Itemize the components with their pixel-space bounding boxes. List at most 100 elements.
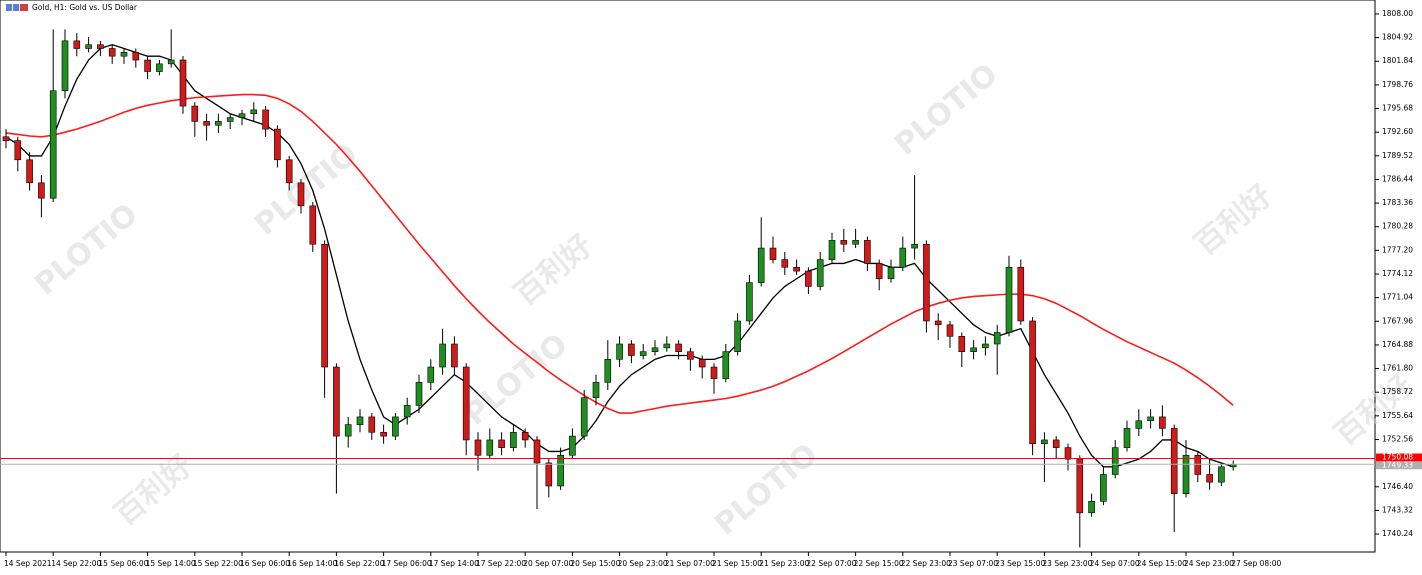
y-tick-label: 1795.68	[1382, 104, 1413, 113]
chart-title: Gold, H1: Gold vs. US Dollar	[32, 3, 138, 12]
y-tick-label: 1798.76	[1382, 80, 1413, 89]
x-tick-label: 24 Sep 23:00	[1184, 559, 1234, 568]
candle-body	[285, 159, 293, 184]
price-tag	[1376, 461, 1422, 470]
price-tag-label: 1749.33	[1382, 460, 1413, 469]
x-tick-label: 21 Sep 23:00	[759, 559, 809, 568]
y-tick-label: 1780.28	[1382, 222, 1413, 231]
y-tick-label: 1774.12	[1382, 269, 1413, 278]
candle-body	[1029, 320, 1036, 445]
candle-body	[1064, 447, 1072, 460]
icon	[6, 4, 12, 11]
candle-body	[899, 247, 907, 268]
plot-frame	[0, 0, 1376, 553]
candle-body	[226, 117, 234, 122]
candle-body	[1111, 447, 1119, 475]
x-tick-label: 15 Sep 06:00	[98, 559, 148, 568]
candle-body	[97, 44, 104, 49]
candle-body	[651, 347, 659, 352]
candle-body	[14, 140, 22, 161]
x-tick-label: 16 Sep 14:00	[287, 559, 337, 568]
candle-body	[616, 343, 623, 360]
candle-body	[203, 121, 210, 126]
candle-body	[1170, 428, 1178, 494]
candle-body	[1100, 474, 1107, 502]
candle-body	[1076, 458, 1084, 514]
candle-body	[26, 159, 33, 184]
candle-body	[687, 351, 694, 360]
candle-body	[1088, 501, 1095, 514]
candle-body	[403, 405, 411, 418]
x-tick-label: 17 Sep 06:00	[382, 559, 432, 568]
candle-body	[474, 439, 482, 456]
y-tick-label: 1792.60	[1382, 127, 1413, 136]
candle-body	[1005, 266, 1013, 333]
x-tick-label: 15 Sep 22:00	[193, 559, 243, 568]
candle-body	[769, 247, 777, 260]
candle-body	[297, 182, 305, 207]
x-tick-label: 24 Sep 07:00	[1090, 559, 1140, 568]
candle-body	[380, 431, 387, 437]
candle-body	[592, 382, 600, 399]
candle-body	[144, 59, 151, 72]
candle-body	[911, 243, 918, 249]
y-tick-label: 1804.92	[1382, 33, 1413, 42]
candle-body	[1135, 420, 1143, 429]
candle-body	[321, 243, 328, 368]
y-tick-label: 1752.56	[1382, 434, 1413, 443]
y-tick-label: 1740.24	[1382, 529, 1413, 538]
candle-body	[840, 240, 848, 245]
x-tick-label: 15 Sep 14:00	[146, 559, 196, 568]
candle-body	[533, 439, 541, 464]
candle-body	[344, 424, 352, 437]
x-tick-label: 20 Sep 15:00	[570, 559, 620, 568]
candle-body	[816, 259, 824, 287]
candle-body	[781, 259, 789, 268]
candle-body	[1218, 466, 1225, 483]
candle-body	[1041, 439, 1048, 445]
x-tick-label: 14 Sep 22:00	[51, 559, 101, 568]
candle-body	[675, 343, 682, 352]
candle-body	[238, 113, 246, 118]
candle-body	[108, 48, 116, 57]
candle-body	[333, 366, 340, 437]
candle-body	[38, 182, 45, 199]
x-tick-label: 22 Sep 15:00	[854, 559, 904, 568]
candle-body	[580, 397, 588, 437]
candle-body	[415, 382, 423, 406]
candle-body	[970, 347, 977, 352]
moving-average	[5, 43, 1234, 468]
candle-body	[875, 263, 883, 280]
candle-body	[521, 431, 529, 441]
candle-body	[852, 240, 859, 245]
x-tick-label: 22 Sep 23:00	[901, 559, 951, 568]
y-tick-label: 1786.44	[1382, 174, 1413, 183]
y-tick-label: 1746.40	[1382, 482, 1413, 491]
candle-body	[179, 59, 187, 107]
candle-body	[828, 240, 836, 260]
candle-body	[356, 416, 364, 425]
x-tick-label: 21 Sep 15:00	[712, 559, 762, 568]
candle-body	[191, 105, 199, 122]
candle-body	[604, 359, 612, 383]
candle-body	[569, 435, 576, 456]
candle-body	[120, 52, 128, 57]
candle-body	[427, 366, 435, 383]
candle-body	[923, 243, 930, 322]
x-tick-label: 16 Sep 22:00	[334, 559, 384, 568]
candle-body	[156, 63, 163, 72]
candle-body	[1052, 439, 1060, 448]
candle-body	[628, 343, 635, 356]
candle-body	[887, 266, 895, 280]
candle-body	[946, 324, 954, 337]
candle-body	[663, 343, 671, 349]
x-tick-label: 17 Sep 14:00	[429, 559, 479, 568]
candle-body	[462, 366, 470, 441]
y-tick-label: 1783.36	[1382, 198, 1413, 207]
y-tick-label: 1808.00	[1382, 9, 1413, 18]
candle-body	[557, 454, 564, 487]
price-tag-label: 1750.08	[1382, 453, 1413, 462]
candle-body	[710, 366, 718, 379]
